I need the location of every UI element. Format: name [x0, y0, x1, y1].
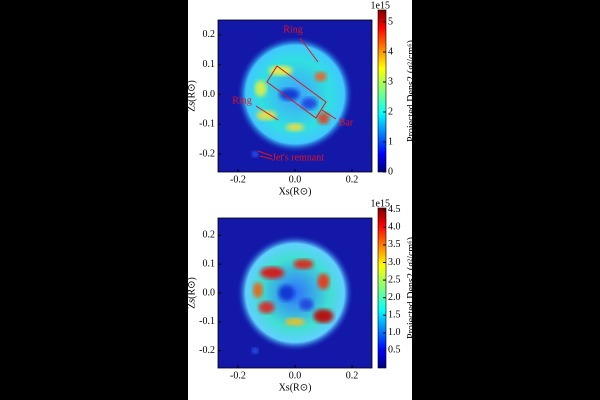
colorbar-tick-label: 4.0	[388, 222, 401, 233]
density-blob	[279, 88, 300, 101]
density-blob	[256, 110, 277, 121]
density-blob	[286, 123, 304, 132]
colorbar-exponent: 1e15	[371, 198, 390, 209]
density-blob	[293, 259, 314, 270]
colorbar-tick-label: 1.5	[388, 310, 401, 321]
annotation-arrow	[299, 37, 319, 63]
density-blob	[314, 71, 327, 82]
jet-remnant	[252, 347, 259, 354]
colorbar-tick-label: 5	[388, 16, 393, 27]
colorbar-label: Projected Dens2 (g²/cm⁶)	[406, 40, 417, 142]
colorbar	[377, 9, 387, 173]
colorbar-tick-label: 2.5	[388, 274, 401, 285]
density-blob	[254, 80, 267, 97]
density-blob	[285, 317, 305, 326]
x-tick-label: -0.2	[230, 174, 246, 185]
annotation-arrow	[257, 150, 273, 157]
colorbar-tick-label: 0.5	[388, 345, 401, 356]
density-blob	[317, 273, 330, 290]
colorbar-title: Projected Dens2	[406, 273, 417, 339]
x-tick-label: 0.2	[346, 370, 359, 381]
colorbar-tick-label: 3.5	[388, 239, 401, 250]
x-axis-label: Xs(R⊙)	[279, 382, 312, 393]
y-tick-label: 0.1	[203, 59, 216, 70]
density-blob	[278, 285, 295, 301]
density-blob	[260, 266, 285, 279]
y-tick-label: 0.0	[203, 89, 216, 100]
colorbar-label: Projected Dens2 (g²/cm⁶)	[406, 237, 417, 339]
density-blob	[299, 298, 314, 311]
x-axis-label: Xs(R⊙)	[279, 186, 312, 197]
colorbar-tick-label: 2	[388, 106, 393, 117]
colorbar	[377, 207, 387, 369]
density-blob	[313, 309, 334, 324]
colorbar-tick-label: 1	[388, 136, 393, 147]
annotation: Jet's remnant	[272, 152, 324, 163]
density-blob	[301, 97, 318, 110]
colorbar-unit: (g²/cm⁶)	[406, 237, 417, 270]
annotation-arrow	[259, 155, 273, 160]
y-tick-label: 0.2	[203, 230, 216, 241]
heatmap	[218, 20, 372, 172]
colorbar-tick-label: 0	[388, 166, 393, 177]
colorbar-exponent: 1e15	[371, 0, 390, 11]
colorbar-tick-label: 4	[388, 46, 393, 57]
annotation: Ring	[232, 95, 251, 106]
y-tick-label: 0.1	[203, 258, 216, 269]
y-axis-label: Zs(R⊙)	[186, 277, 197, 309]
density-blob	[317, 112, 330, 125]
x-tick-label: 0.0	[289, 370, 302, 381]
bar-box	[266, 65, 327, 119]
annotation: Ring	[283, 24, 302, 35]
x-tick-label: 0.0	[289, 174, 302, 185]
y-axis-label: Zs(R⊙)	[186, 80, 197, 112]
colorbar-tick-label: 3	[388, 76, 393, 87]
y-tick-label: 0.2	[203, 29, 216, 40]
colorbar-unit: (g²/cm⁶)	[406, 40, 417, 73]
y-tick-label: -0.1	[199, 316, 215, 327]
colorbar-tick-label: 4.5	[388, 204, 401, 215]
jet-remnant	[252, 151, 259, 158]
heatmap	[218, 218, 372, 368]
density-blob	[258, 301, 275, 314]
x-tick-label: -0.2	[230, 370, 246, 381]
colorbar-tick-label: 1.0	[388, 327, 401, 338]
colorbar-title: Projected Dens2	[406, 76, 417, 142]
y-tick-label: 0.0	[203, 287, 216, 298]
y-tick-label: -0.2	[199, 345, 215, 356]
annotation: Bar	[339, 117, 354, 128]
y-tick-label: -0.2	[199, 148, 215, 159]
density-blob	[252, 282, 263, 299]
y-tick-label: -0.1	[199, 119, 215, 130]
annotation-arrow	[321, 109, 337, 120]
colorbar-tick-label: 3.0	[388, 257, 401, 268]
x-tick-label: 0.2	[346, 174, 359, 185]
colorbar-tick-label: 2.0	[388, 292, 401, 303]
annotation-arrow	[255, 105, 279, 121]
